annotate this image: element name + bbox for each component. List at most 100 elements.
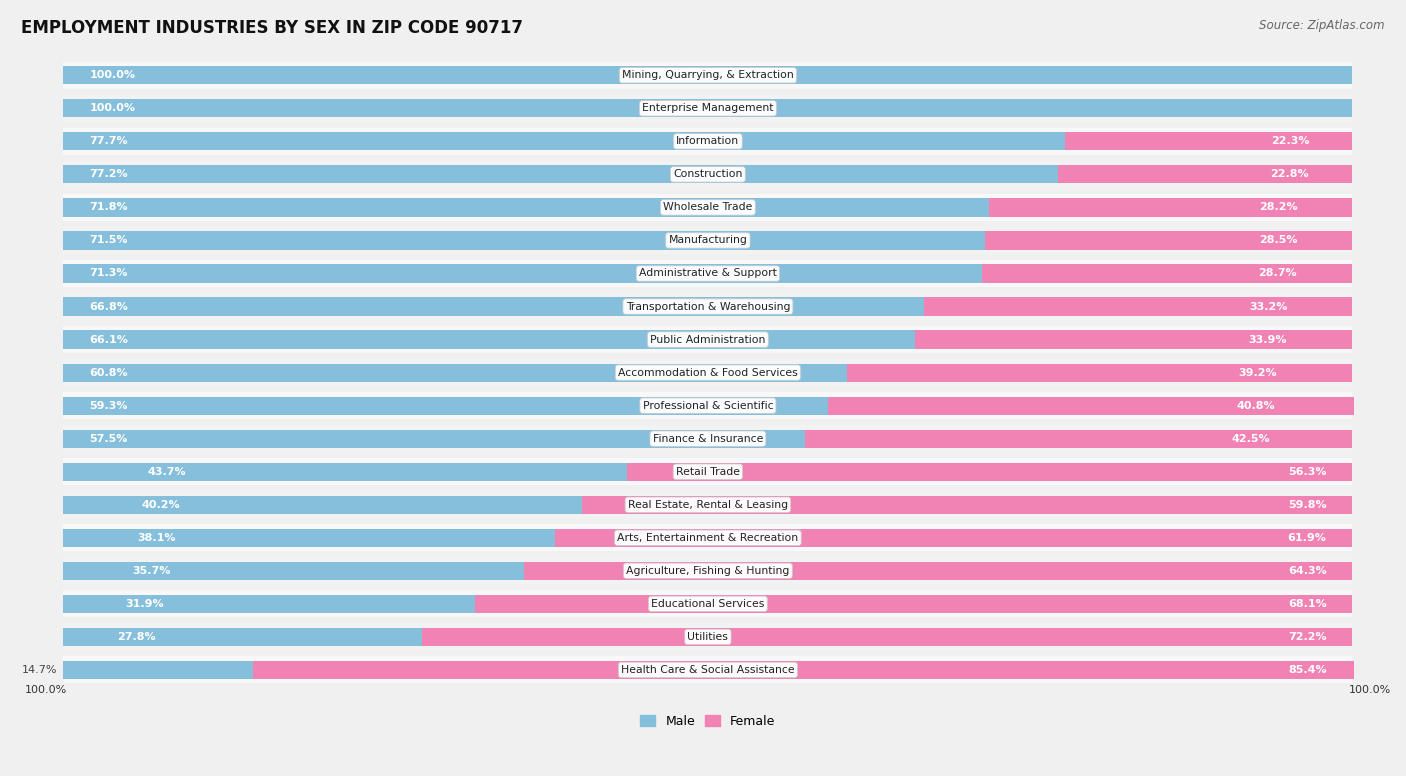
Bar	[1059, 165, 1353, 183]
Bar	[63, 66, 1353, 85]
Text: 33.9%: 33.9%	[1249, 334, 1286, 345]
Bar	[63, 628, 422, 646]
Text: Manufacturing: Manufacturing	[668, 235, 748, 245]
Text: Educational Services: Educational Services	[651, 599, 765, 609]
Bar	[63, 231, 986, 250]
Bar	[63, 623, 1353, 650]
Text: Retail Trade: Retail Trade	[676, 466, 740, 476]
Bar	[63, 260, 1353, 287]
Bar	[63, 331, 915, 348]
Bar	[63, 95, 1353, 122]
Bar	[63, 430, 804, 448]
Bar	[475, 594, 1353, 613]
Bar	[988, 199, 1353, 217]
Bar	[63, 62, 1353, 88]
Bar	[627, 462, 1353, 481]
Bar	[63, 132, 1064, 151]
Text: 28.2%: 28.2%	[1260, 203, 1298, 213]
Bar	[63, 557, 1353, 584]
Text: 72.2%: 72.2%	[1288, 632, 1326, 642]
Text: 35.7%: 35.7%	[132, 566, 172, 576]
Bar	[63, 363, 846, 382]
Bar	[63, 656, 1353, 684]
Text: 38.1%: 38.1%	[138, 533, 176, 542]
Text: 33.2%: 33.2%	[1250, 302, 1288, 311]
Text: 28.5%: 28.5%	[1258, 235, 1298, 245]
Bar	[63, 491, 1353, 518]
Bar	[63, 265, 983, 282]
Bar	[804, 430, 1353, 448]
Text: Health Care & Social Assistance: Health Care & Social Assistance	[621, 665, 794, 675]
Text: 60.8%: 60.8%	[89, 368, 128, 378]
Text: 59.8%: 59.8%	[1288, 500, 1326, 510]
Text: 71.8%: 71.8%	[89, 203, 128, 213]
Bar	[554, 528, 1353, 547]
Bar	[63, 165, 1059, 183]
Text: Agriculture, Fishing & Hunting: Agriculture, Fishing & Hunting	[626, 566, 790, 576]
Text: 27.8%: 27.8%	[117, 632, 156, 642]
Text: Accommodation & Food Services: Accommodation & Food Services	[619, 368, 797, 378]
Bar	[63, 199, 988, 217]
Text: 100.0%: 100.0%	[25, 684, 67, 695]
Bar	[63, 496, 582, 514]
Bar	[915, 331, 1353, 348]
Text: 56.3%: 56.3%	[1288, 466, 1326, 476]
Text: 100.0%: 100.0%	[89, 71, 135, 80]
Text: Information: Information	[676, 137, 740, 147]
Bar	[63, 425, 1353, 452]
Bar	[63, 297, 924, 316]
Text: 77.2%: 77.2%	[89, 169, 128, 179]
Text: 28.7%: 28.7%	[1258, 268, 1296, 279]
Bar	[63, 397, 828, 414]
Text: Arts, Entertainment & Recreation: Arts, Entertainment & Recreation	[617, 533, 799, 542]
Text: 66.8%: 66.8%	[89, 302, 128, 311]
Bar	[63, 194, 1353, 221]
Bar	[983, 265, 1353, 282]
Text: 77.7%: 77.7%	[89, 137, 128, 147]
Bar	[986, 231, 1353, 250]
Text: Mining, Quarrying, & Extraction: Mining, Quarrying, & Extraction	[621, 71, 794, 80]
Text: 22.3%: 22.3%	[1271, 137, 1309, 147]
Text: 71.5%: 71.5%	[89, 235, 128, 245]
Text: 40.8%: 40.8%	[1236, 400, 1275, 411]
Text: Professional & Scientific: Professional & Scientific	[643, 400, 773, 411]
Text: Construction: Construction	[673, 169, 742, 179]
Text: 85.4%: 85.4%	[1288, 665, 1326, 675]
Text: 31.9%: 31.9%	[125, 599, 163, 609]
Text: Wholesale Trade: Wholesale Trade	[664, 203, 752, 213]
Text: 100.0%: 100.0%	[1348, 684, 1391, 695]
Bar	[63, 293, 1353, 320]
Bar	[63, 594, 475, 613]
Bar	[63, 462, 627, 481]
Bar	[1064, 132, 1353, 151]
Text: 40.2%: 40.2%	[141, 500, 180, 510]
Bar	[422, 628, 1353, 646]
Text: 66.1%: 66.1%	[89, 334, 128, 345]
Text: Real Estate, Rental & Leasing: Real Estate, Rental & Leasing	[628, 500, 787, 510]
Bar	[63, 392, 1353, 419]
Text: Public Administration: Public Administration	[650, 334, 766, 345]
Bar	[253, 661, 1354, 679]
Bar	[63, 359, 1353, 386]
Bar	[63, 661, 253, 679]
Text: 14.7%: 14.7%	[21, 665, 58, 675]
Text: 64.3%: 64.3%	[1288, 566, 1326, 576]
Text: Source: ZipAtlas.com: Source: ZipAtlas.com	[1260, 19, 1385, 33]
Bar	[582, 496, 1353, 514]
Text: Enterprise Management: Enterprise Management	[643, 103, 773, 113]
Text: Transportation & Warehousing: Transportation & Warehousing	[626, 302, 790, 311]
Bar	[846, 363, 1353, 382]
Bar	[63, 128, 1353, 155]
Text: 42.5%: 42.5%	[1232, 434, 1270, 444]
Bar	[63, 591, 1353, 618]
Text: 71.3%: 71.3%	[89, 268, 128, 279]
Text: 68.1%: 68.1%	[1288, 599, 1326, 609]
Text: 100.0%: 100.0%	[89, 103, 135, 113]
Text: 39.2%: 39.2%	[1237, 368, 1277, 378]
Bar	[63, 99, 1353, 117]
Text: Administrative & Support: Administrative & Support	[638, 268, 778, 279]
Text: 43.7%: 43.7%	[148, 466, 187, 476]
Text: EMPLOYMENT INDUSTRIES BY SEX IN ZIP CODE 90717: EMPLOYMENT INDUSTRIES BY SEX IN ZIP CODE…	[21, 19, 523, 37]
Bar	[63, 161, 1353, 188]
Legend: Male, Female: Male, Female	[636, 710, 780, 733]
